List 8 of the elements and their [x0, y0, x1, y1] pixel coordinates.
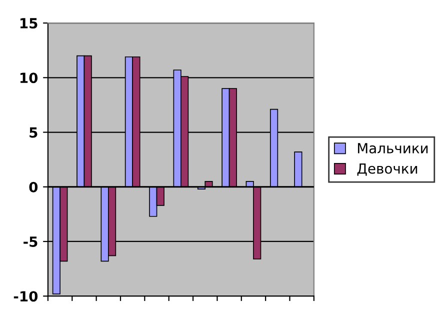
y-tick-label: 5	[30, 127, 38, 138]
legend-label: Мальчики	[358, 143, 428, 154]
y-tick-label: 0	[29, 182, 38, 192]
y-tick-label: 15	[20, 18, 38, 29]
y-tick-label: -10	[14, 291, 38, 302]
y-tick-label: -5	[24, 236, 38, 247]
y-tick-label: 10	[20, 72, 38, 84]
legend-label: Девочки	[357, 163, 418, 176]
